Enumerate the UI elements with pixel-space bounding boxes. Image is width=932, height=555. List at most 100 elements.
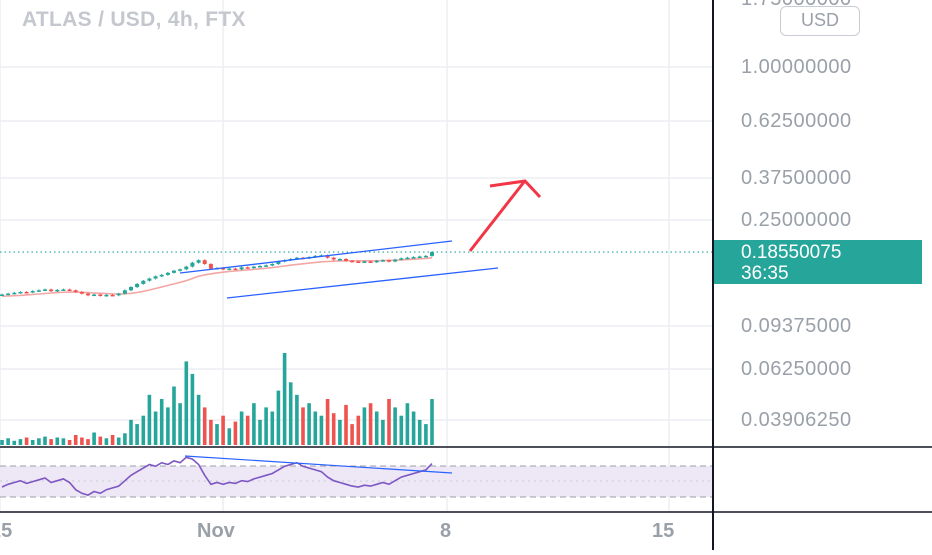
candle-body: [276, 261, 281, 265]
volume-bar: [313, 411, 318, 445]
volume-bar: [172, 386, 176, 445]
volume-bar: [159, 399, 164, 445]
candle-body: [24, 292, 29, 294]
volume-bar: [184, 361, 189, 445]
volume-bar: [264, 407, 268, 445]
candle-body: [423, 255, 428, 258]
volume-bar: [215, 424, 219, 445]
candle-body: [245, 267, 250, 269]
volume-bar: [221, 415, 225, 445]
volume-bar: [344, 404, 348, 445]
candle-body: [350, 260, 355, 263]
volume-bar: [245, 415, 250, 445]
volume-bar: [374, 411, 379, 445]
candle-body: [30, 291, 35, 293]
arrow-shaft: [468, 181, 526, 252]
candle-body: [294, 257, 299, 260]
volume-bar: [18, 439, 23, 445]
candle-body: [356, 261, 361, 263]
candle-body: [159, 274, 164, 277]
volume-bar: [282, 353, 287, 445]
volume-bar: [55, 437, 60, 445]
volume-bar: [24, 437, 29, 445]
price-tick-label: 0.06250000: [741, 358, 852, 380]
volume-bar: [209, 419, 213, 445]
volume-bar: [110, 435, 115, 445]
volume-bar: [43, 436, 47, 445]
volume-bar: [381, 419, 385, 445]
last-price-value: 0.18550075: [741, 242, 842, 263]
candle-body: [374, 260, 379, 263]
candle-body: [325, 255, 330, 258]
candles: [0, 251, 434, 297]
ma-line: [1, 256, 433, 297]
grid: [0, 0, 713, 512]
candle-body: [251, 266, 256, 269]
candle-body: [67, 289, 72, 291]
candle-body: [270, 264, 275, 266]
candle-body: [430, 252, 434, 256]
rsi-divergence-line: [184, 455, 453, 474]
volume-bar: [190, 373, 195, 445]
candle-body: [165, 272, 170, 275]
volume-bar: [270, 411, 275, 445]
candle-body: [417, 256, 422, 258]
candle-body: [399, 258, 404, 260]
volume-bar: [368, 403, 373, 445]
volume-bar: [80, 437, 84, 445]
volume-bar: [166, 407, 170, 445]
chart-title: ATLAS / USD, 4h, FTX: [22, 8, 246, 31]
candle-body: [86, 293, 90, 296]
candle-body: [208, 264, 213, 269]
volume-bar: [319, 415, 324, 445]
candle-body: [110, 294, 115, 297]
volume-bar: [135, 424, 139, 445]
candle-body: [258, 266, 262, 268]
volume-bar: [116, 437, 121, 445]
time-tick-label: Nov: [197, 520, 235, 542]
candle-body: [411, 257, 416, 259]
last-price-tag: 0.18550075 36:35: [714, 240, 922, 284]
candle-body: [73, 290, 78, 292]
volume-bar: [61, 438, 66, 445]
candle-body: [178, 269, 183, 271]
volume-bar: [258, 419, 262, 445]
volume-bar: [141, 415, 146, 445]
volume-bar: [288, 382, 293, 445]
candle-body: [129, 287, 133, 291]
candle-body: [0, 294, 4, 296]
price-tick-label: 0.37500000: [741, 167, 852, 189]
candle-body: [264, 265, 269, 267]
volume-bar: [356, 415, 361, 445]
volume-bar: [0, 440, 4, 445]
volume-bar: [30, 440, 35, 445]
volume-bar: [178, 403, 182, 445]
volume-bar: [123, 433, 127, 445]
volume-bar: [227, 428, 232, 445]
price-tick-label: 0.03906250: [741, 409, 852, 431]
volume-bar: [86, 439, 90, 445]
volume-bar: [153, 411, 158, 445]
volume-bar: [325, 399, 330, 445]
candle-body: [172, 270, 176, 273]
candle-body: [18, 292, 23, 294]
volume-bar: [399, 415, 404, 445]
channel-lower-line: [226, 267, 499, 299]
time-tick-label: 25: [0, 520, 13, 542]
channel-upper-line: [179, 240, 453, 274]
time-tick-label: 15: [652, 520, 675, 542]
rsi-panel: [0, 456, 713, 498]
volume-bar: [129, 419, 133, 445]
currency-button[interactable]: USD: [780, 6, 860, 36]
volume-bar: [239, 411, 244, 445]
candle-body: [233, 268, 238, 271]
volume-bar: [331, 413, 336, 445]
candle-body: [135, 283, 140, 288]
volume-bar: [417, 419, 422, 445]
candle-body: [6, 293, 11, 296]
candle-body: [43, 289, 47, 291]
